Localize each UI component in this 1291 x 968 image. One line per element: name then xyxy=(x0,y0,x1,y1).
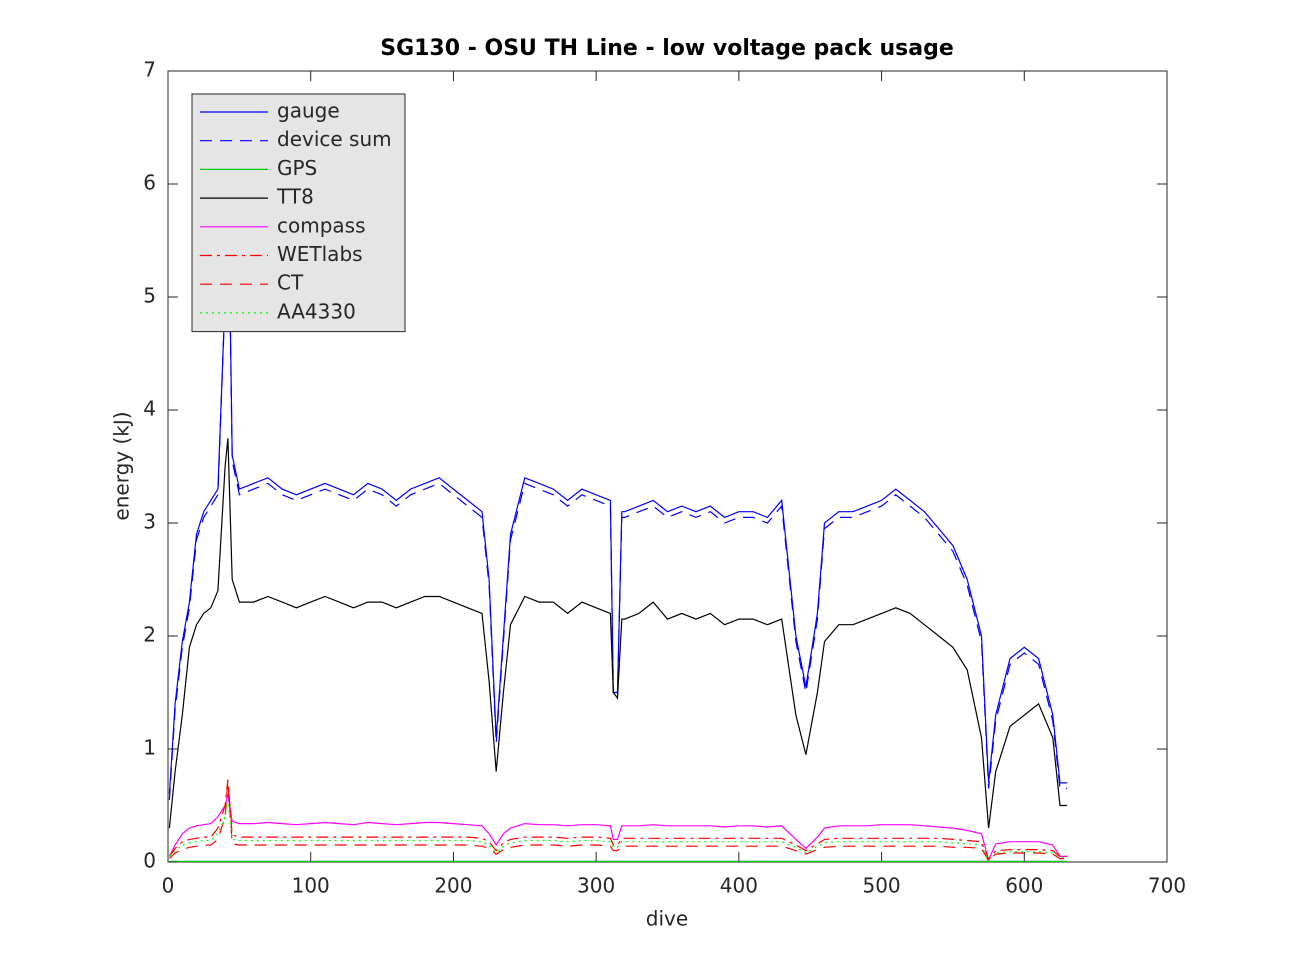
y-tick-label: 7 xyxy=(143,58,156,82)
x-tick-label: 0 xyxy=(162,874,175,898)
y-tick-label: 3 xyxy=(143,510,156,534)
series-line xyxy=(168,799,1068,862)
legend-label: CT xyxy=(277,271,304,295)
y-tick-label: 2 xyxy=(143,623,156,647)
legend: gauge device sum GPS TT8 compass WETlabs CT AA4… xyxy=(191,93,406,333)
lines xyxy=(168,150,1068,862)
x-tick-label: 500 xyxy=(862,874,900,898)
x-tick-label: 700 xyxy=(1148,874,1186,898)
y-tick-label: 6 xyxy=(143,171,156,195)
series-line xyxy=(168,155,1068,800)
legend-label: AA4330 xyxy=(277,299,356,323)
x-tick-label: 100 xyxy=(292,874,330,898)
y-tick-label: 0 xyxy=(143,849,156,873)
y-tick-label: 5 xyxy=(143,284,156,308)
x-tick-label: 300 xyxy=(577,874,615,898)
legend-box xyxy=(191,93,406,333)
legend-label: WETlabs xyxy=(277,242,363,266)
x-tick-label: 600 xyxy=(1005,874,1043,898)
x-axis-label: dive xyxy=(646,907,688,931)
legend-label: gauge xyxy=(277,99,340,123)
x-tick-label: 400 xyxy=(720,874,758,898)
legend-label: compass xyxy=(277,213,366,237)
y-tick-label: 4 xyxy=(143,397,156,421)
legend-label: GPS xyxy=(277,156,317,180)
series-line xyxy=(168,438,1068,829)
y-axis-label: energy (kJ) xyxy=(110,411,134,520)
legend-label: device sum xyxy=(277,127,392,151)
legend-label: TT8 xyxy=(276,185,314,209)
series-line xyxy=(168,150,1068,795)
y-tick-label: 1 xyxy=(143,736,156,760)
chart-title: SG130 - OSU TH Line - low voltage pack u… xyxy=(380,36,954,61)
series-line xyxy=(168,780,1068,862)
x-tick-label: 200 xyxy=(434,874,472,898)
series-line xyxy=(168,794,1068,862)
